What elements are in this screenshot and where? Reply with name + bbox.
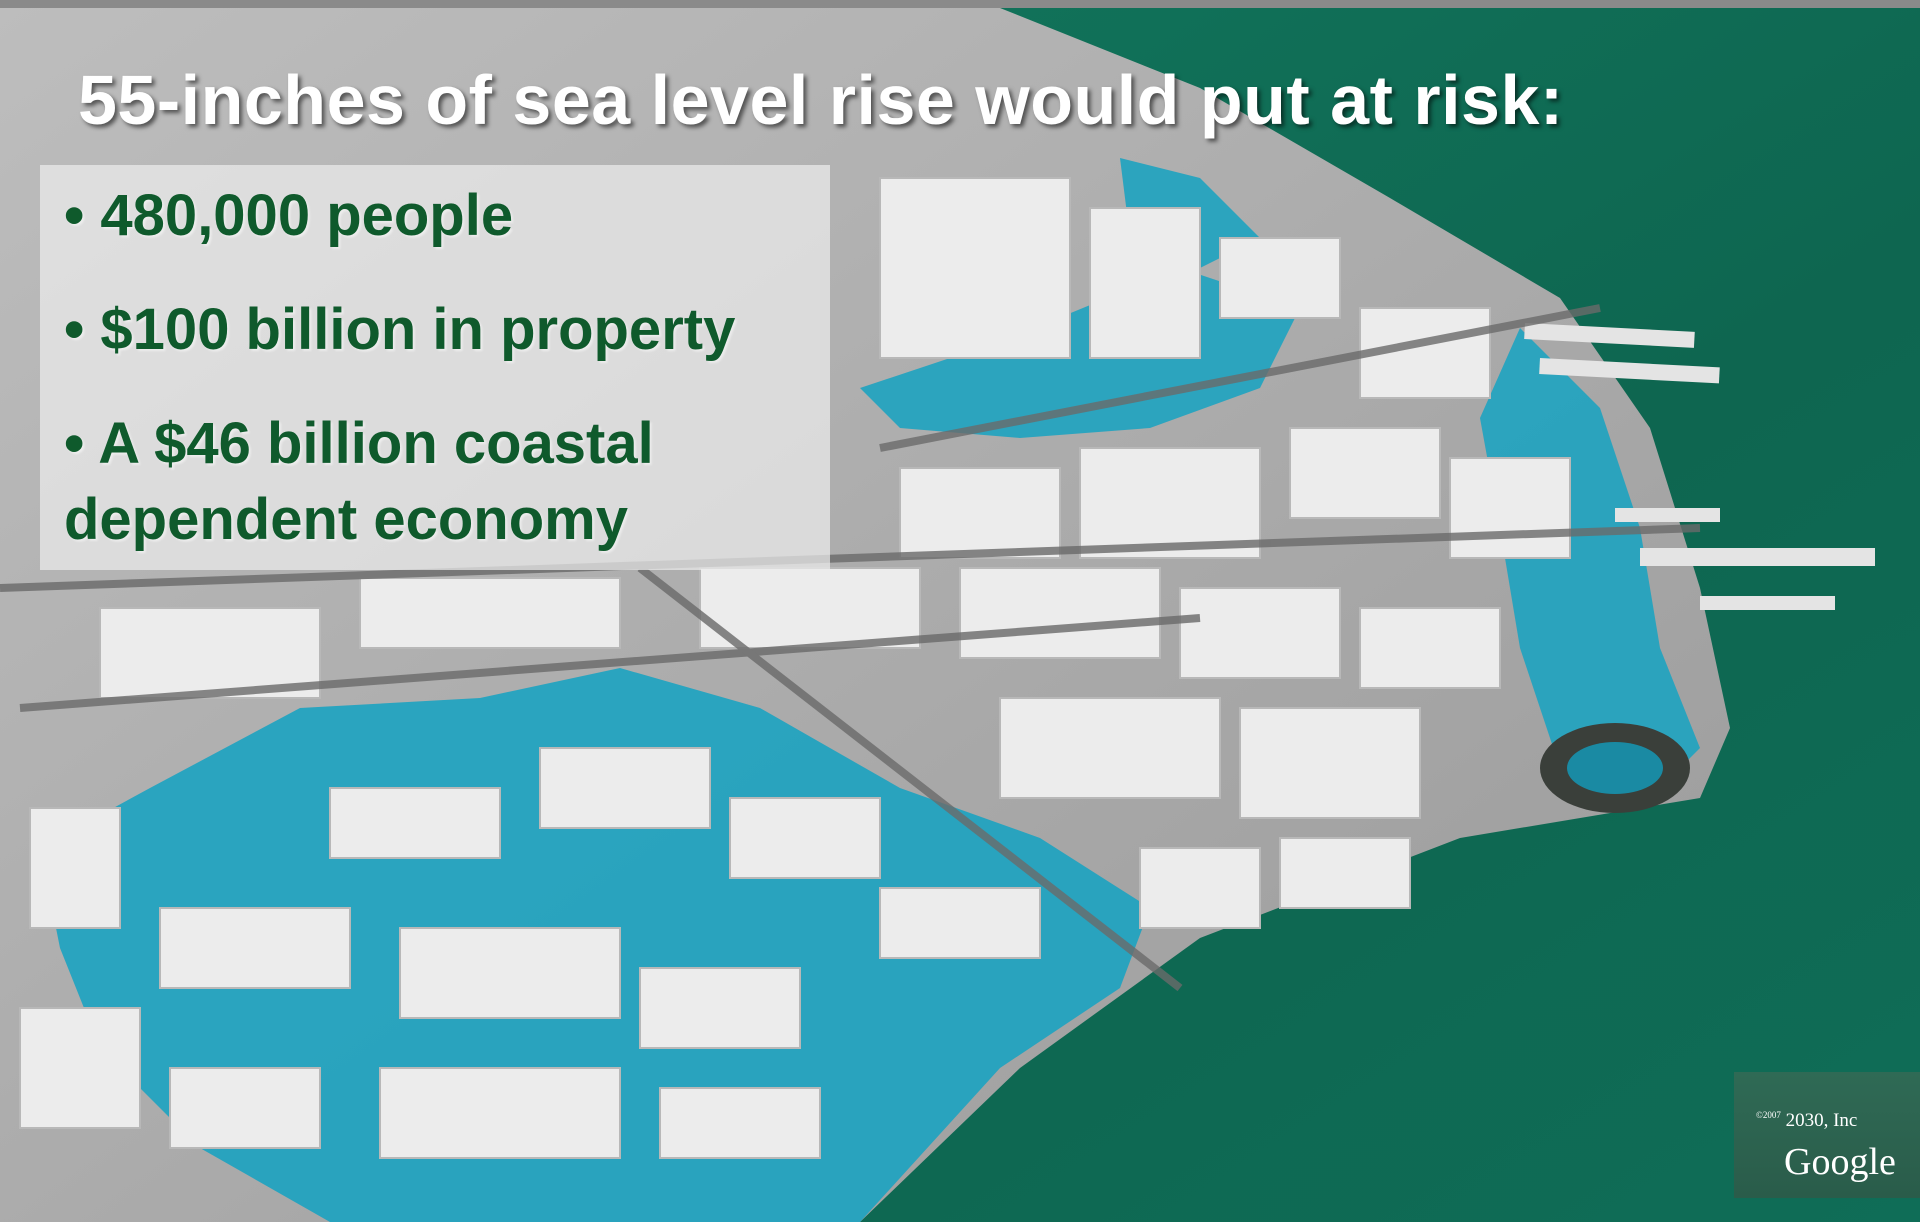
slide-title: 55-inches of sea level rise would put at… (78, 61, 1564, 139)
credit-owner: 2030, Inc (1785, 1110, 1858, 1131)
top-border (0, 0, 1920, 8)
text-panel-backdrop (40, 165, 830, 570)
bullet-list: • 480,000 people • $100 billion in prope… (64, 178, 844, 596)
aerial-map-image (0, 8, 1920, 1222)
credit-line: ©2007 2030, Inc (1756, 1110, 1857, 1132)
bullet-economy: • A $46 billion coastal dependent econom… (64, 411, 654, 552)
copyright-mark: ©2007 (1756, 1110, 1781, 1120)
bullet-property: • $100 billion in property (64, 297, 736, 362)
image-credit-logo: ©2007 2030, Inc Google (1734, 1072, 1920, 1198)
google-logo: Google (1784, 1141, 1896, 1183)
bullet-people: • 480,000 people (64, 183, 514, 248)
